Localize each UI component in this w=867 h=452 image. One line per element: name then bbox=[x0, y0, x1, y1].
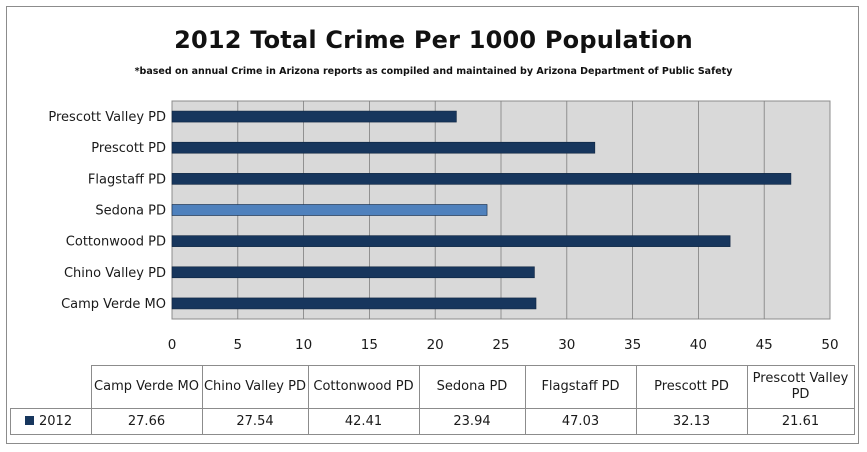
category-label: Prescott Valley PD bbox=[48, 110, 166, 125]
table-header-cell: Cottonwood PD bbox=[307, 365, 420, 409]
bar-chino-valley-pd bbox=[171, 266, 535, 279]
x-tick-label: 35 bbox=[624, 337, 641, 353]
chart-subtitle: *based on annual Crime in Arizona report… bbox=[134, 66, 733, 77]
x-tick-label: 20 bbox=[427, 337, 444, 353]
category-labels: Prescott Valley PD Prescott PD Flagstaff P… bbox=[48, 110, 166, 312]
table-value-cell: 32.13 bbox=[635, 408, 748, 435]
bar-cottonwood-pd bbox=[171, 235, 731, 247]
table-header-cell: Chino Valley PD bbox=[201, 365, 309, 409]
x-tick-labels: 0 5 10 15 20 25 30 35 40 45 50 bbox=[168, 337, 839, 353]
category-label: Camp Verde MO bbox=[61, 297, 166, 312]
bar-camp-verde-mo bbox=[171, 297, 537, 310]
table-value-cell: 21.61 bbox=[746, 408, 855, 435]
table-value-cell: 23.94 bbox=[418, 408, 526, 435]
bar-prescott-pd bbox=[171, 141, 596, 154]
legend-key bbox=[25, 415, 34, 425]
x-tick-label: 45 bbox=[756, 337, 773, 353]
x-tick-label: 25 bbox=[492, 337, 509, 353]
category-label: Cottonwood PD bbox=[66, 235, 166, 250]
bar-prescott-valley-pd bbox=[171, 110, 457, 123]
table-series-label: 2012 bbox=[10, 408, 92, 435]
x-tick-label: 0 bbox=[168, 337, 177, 353]
x-tick-label: 50 bbox=[821, 337, 838, 353]
table-value-cell: 27.54 bbox=[201, 408, 309, 435]
category-label: Prescott PD bbox=[91, 141, 166, 156]
table-header-cell: Prescott Valley PD bbox=[746, 365, 855, 409]
x-tick-label: 5 bbox=[234, 337, 243, 353]
table-value-cell: 27.66 bbox=[90, 408, 203, 435]
table-header-cell: Prescott PD bbox=[635, 365, 748, 409]
table-header-cell: Camp Verde MO bbox=[90, 365, 203, 409]
data-table: Camp Verde MO Chino Valley PD Cottonwood P… bbox=[10, 365, 855, 435]
bars bbox=[171, 110, 792, 310]
category-label: Flagstaff PD bbox=[88, 172, 166, 187]
table-header-cell: Flagstaff PD bbox=[524, 365, 637, 409]
table-header-cell: Sedona PD bbox=[418, 365, 526, 409]
bar-sedona-pd bbox=[171, 204, 488, 216]
table-value-cell: 42.41 bbox=[307, 408, 420, 435]
x-tick-label: 40 bbox=[690, 337, 707, 353]
x-tick-label: 10 bbox=[295, 337, 312, 353]
table-value-cell: 47.03 bbox=[524, 408, 637, 435]
x-tick-label: 30 bbox=[558, 337, 575, 353]
category-label: Sedona PD bbox=[95, 204, 166, 219]
table-corner bbox=[10, 365, 92, 409]
bar-flagstaff-pd bbox=[171, 173, 792, 185]
category-label: Chino Valley PD bbox=[64, 266, 166, 281]
x-tick-label: 15 bbox=[361, 337, 378, 353]
chart-title: 2012 Total Crime Per 1000 Population bbox=[174, 26, 693, 54]
bar-chart: Prescott Valley PD Prescott PD Flagstaff P… bbox=[48, 100, 839, 353]
